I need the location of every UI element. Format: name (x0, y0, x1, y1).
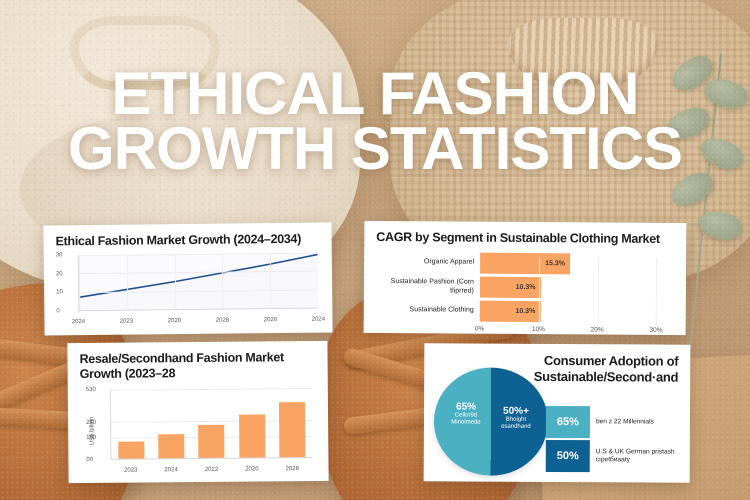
pie-legend-row: 65% ben z 22 Millennials (545, 405, 682, 439)
cagr-bar-track: 10.3% (479, 300, 674, 323)
axis-tick-label: 2023 (119, 318, 134, 325)
axis-tick-label: 00 (86, 456, 94, 463)
cagr-bar-row: Sustainable Clothing 10.3% (376, 300, 674, 323)
leaf-icon (694, 205, 746, 246)
chart-title-cagr: CAGR by Segment in Sustainable Clothing … (376, 229, 660, 246)
axis-tick-label: 2020 (167, 318, 182, 325)
axis-tick-label: 20 (55, 270, 63, 278)
pie-slice-label-secondhand: 50%+ Bhoight esandhand (488, 406, 544, 431)
resale-bar (278, 402, 306, 457)
resale-bars (111, 388, 313, 459)
axis-tick-label: 0% (474, 325, 485, 333)
cagr-bar-value: 10.3% (515, 307, 536, 316)
axis-tick-label: 2022 (204, 466, 219, 473)
cagr-bar: 10.3% (479, 300, 541, 323)
pie-legend-label: U.S & UK German pristash cıрetбиaaty (595, 447, 675, 464)
line-chart-plot-area (77, 252, 319, 312)
line-chart-svg (79, 253, 319, 311)
cagr-bar-row: Sustainable Pashion (Corn tliprred) 10.3% (376, 276, 674, 299)
cagr-bar-label: Organic Apparel (423, 258, 475, 267)
cagr-bar: 15.3% (480, 252, 571, 275)
axis-tick-label: 10% (531, 326, 545, 334)
pie-slice-pct: 50%+ (503, 405, 529, 417)
pie-slice-sub: esandhand (501, 423, 531, 430)
pie-slice-label-considered: 65% Cellor9d Minolmede (440, 401, 492, 426)
chart-card-consumer-adoption: Consumer Adoption of Sustainable/Second·… (423, 343, 691, 483)
resale-bar (198, 424, 225, 458)
resale-plot-area (109, 387, 313, 460)
resale-bar (118, 441, 145, 459)
gridline (317, 252, 319, 308)
cagr-bar-row: Organic Apparel 15.3% (376, 252, 674, 275)
pie-legend: 65% ben z 22 Millennials 50% U.S & UK Germa… (545, 405, 682, 475)
axis-tick-label: 20% (590, 326, 604, 334)
axis-tick-label: 2024 (311, 316, 326, 323)
chart-card-cagr: CAGR by Segment in Sustainable Clothing … (363, 220, 687, 338)
pie-legend-row: 50% U.S & UK German pristash cıрetбиaaty (545, 439, 682, 473)
axis-tick-label: 2024 (71, 319, 86, 326)
axis-tick-label: 2024 (164, 466, 178, 473)
axis-tick-label: 30 (55, 252, 63, 259)
cagr-bar: 10.3% (479, 276, 541, 299)
cagr-bar-track: 15.3% (480, 252, 674, 275)
axis-tick-label: 2020 (263, 317, 278, 324)
resale-bar (158, 433, 185, 458)
pie-chart: 50%+ Bhoight esandhand 65% Cellor9d Mino… (433, 367, 549, 476)
pie-slice-sub: Minolmede (451, 419, 481, 426)
line-chart: 0 10 20 30 2024 2023 2020 2028 2020 2024 (55, 252, 325, 326)
axis-tick-label: 530 (85, 386, 96, 393)
axis-tick-label: 10 (56, 289, 63, 296)
pie-legend-value: 50% (545, 439, 590, 473)
axis-tick-label: 2028 (285, 465, 300, 472)
axis-tick-label: 2020 (245, 465, 259, 473)
cagr-x-axis: 0% 10% 20% 30% (475, 257, 674, 338)
chart-title-resale: Resale/Secondhand Fashion Market Growth … (79, 350, 284, 381)
cagr-bar-track: 10.3% (479, 276, 674, 299)
resale-bar (238, 413, 266, 458)
cagr-bar-value: 15.3% (545, 260, 566, 268)
chart-card-resale: Resale/Secondhand Fashion Market Growth … (67, 340, 329, 484)
chart-card-market-growth: Ethical Fashion Market Growth (2024–2034… (43, 222, 333, 336)
pie-slice-pct: 65% (455, 401, 477, 413)
resale-bar-chart: US$ billion 00 160 280 530 2023 2024 2022 2020… (80, 385, 317, 473)
axis-tick-label: 30% (649, 326, 663, 334)
axis-tick-label: 160 (86, 435, 97, 442)
cagr-bar-rows: Organic Apparel 15.3% Sustainable Pashion … (376, 252, 674, 323)
cagr-bar-label: Sustainable Pashion (Corn tliprred) (390, 278, 474, 295)
axis-tick-label: 2023 (123, 467, 138, 474)
cagr-bar-value: 10.3% (515, 283, 536, 292)
pie-legend-label: ben z 22 Millennials (595, 418, 654, 426)
axis-tick-label: 0 (56, 308, 60, 315)
headline-line-2: GROWTH STATISTICS (67, 115, 683, 183)
page-title: ETHICAL FASHION GROWTH STATISTICS (0, 64, 750, 183)
headline-line-1: ETHICAL FASHION (111, 60, 639, 127)
pie-legend-value: 65% (545, 405, 591, 439)
axis-tick-label: 280 (86, 419, 97, 426)
chart-title-market-growth: Ethical Fashion Market Growth (2024–2034… (55, 231, 302, 249)
axis-tick-label: 2028 (215, 317, 230, 324)
cagr-bar-label: Sustainable Clothing (409, 306, 474, 315)
